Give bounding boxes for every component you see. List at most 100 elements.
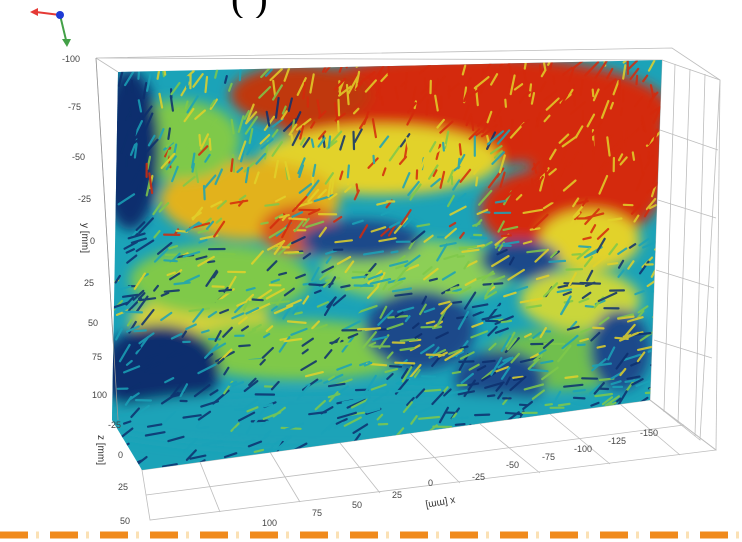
particle-track [590,224,597,234]
particle-track [394,361,416,365]
particle-track [490,356,503,376]
particle-track [532,213,549,229]
particle-track [207,310,218,318]
particle-track [117,193,136,206]
particle-track [481,270,494,282]
particle-track [576,343,586,347]
particle-track [388,280,404,291]
particle-track [169,351,187,358]
particle-track [350,398,369,409]
particle-track [183,107,195,123]
particle-track [523,91,531,98]
particle-track [596,228,610,240]
particle-track [131,136,143,146]
particle-track [659,376,662,394]
particle-track [223,338,232,345]
particle-track [441,271,456,281]
particle-track [257,289,273,300]
y-tick: -100 [62,54,80,64]
particle-track [330,174,335,195]
particle-track [215,282,223,295]
particle-track [550,250,558,259]
particle-track [145,353,160,359]
particle-track [637,439,650,459]
particle-track [290,327,308,336]
particle-track [194,464,206,470]
particle-track [601,410,615,429]
particle-track [423,267,439,281]
particle-track [114,274,122,284]
particle-track [582,236,592,241]
particle-track [327,393,341,399]
particle-track [311,266,320,282]
particle-track [387,314,409,319]
particle-track [508,285,529,294]
particle-track [404,254,421,268]
particle-track [270,305,278,312]
particle-track [278,271,288,276]
particle-track [328,192,338,201]
particle-track [404,71,408,90]
particle-track [567,231,575,240]
particle-track [339,170,344,181]
orientation-gizmo[interactable] [30,8,71,47]
particle-track [311,323,328,332]
particle-track [344,185,352,193]
particle-track [317,188,327,199]
particle-track [590,331,601,342]
particle-track [619,156,628,166]
particle-track [266,260,278,272]
particle-track [459,168,472,183]
particle-track [500,366,511,380]
particle-track [572,388,587,393]
z-tick: 25 [118,482,128,492]
particle-track [439,242,457,248]
particle-track [444,349,463,362]
particle-track [197,410,212,421]
particle-track [493,150,503,159]
particle-track [458,143,462,156]
particle-track [248,377,257,387]
particle-track [598,316,610,326]
particle-track [133,128,137,140]
particle-track [536,175,544,186]
particle-track [160,152,176,169]
particle-track [304,371,324,378]
particle-track [121,293,139,298]
particle-track [160,311,173,322]
particle-track [590,401,600,407]
particle-track [210,342,227,353]
particle-track [668,329,682,341]
particle-track [305,220,325,229]
particle-track [596,345,606,349]
particle-track [438,300,451,306]
particle-track [137,292,146,300]
particle-track [592,255,608,268]
particle-track [597,416,608,421]
particle-track [339,385,349,393]
particle-track [170,81,181,96]
particle-track [543,60,552,63]
particle-track [294,111,302,125]
particle-track [412,322,420,330]
particle-track [338,85,352,97]
particle-track [280,110,288,121]
particle-track [654,236,662,251]
particle-track [198,238,208,244]
particle-track [496,420,505,430]
particle-track [380,226,392,237]
particle-track [271,129,279,138]
particle-track [138,297,157,302]
particle-track [567,88,574,97]
particle-track [526,248,547,254]
particle-track [158,92,164,109]
particle-track [624,129,629,147]
particle-track [625,379,636,393]
particle-track [341,398,362,404]
x-axis-label: x [mm] [424,494,456,510]
particle-track [184,100,189,110]
particle-track [125,248,135,254]
particle-track [505,376,511,386]
particle-track [582,416,591,428]
particle-track [296,383,311,401]
